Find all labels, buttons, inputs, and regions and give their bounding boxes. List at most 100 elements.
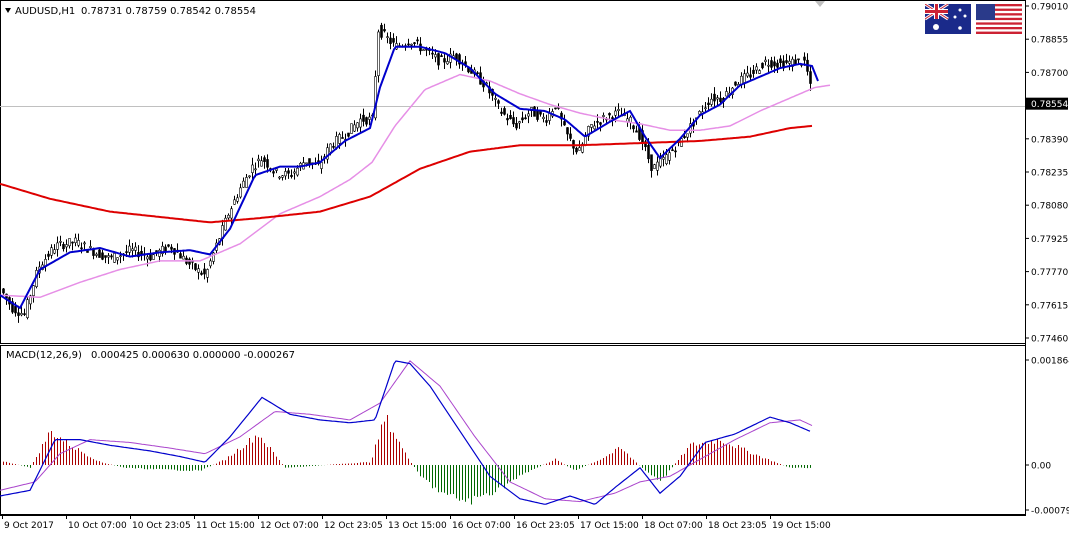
candle (224, 214, 227, 231)
candle (236, 194, 239, 204)
price-tick-label: 0.78235 (1031, 169, 1068, 179)
candle (788, 55, 791, 71)
macd-plot-frame (0, 345, 1026, 515)
candle (350, 123, 353, 134)
candle (527, 110, 530, 124)
time-tick-label: 19 Oct 15:00 (772, 521, 831, 531)
macd-histogram (3, 415, 811, 505)
candle (416, 36, 419, 45)
candle (710, 93, 713, 107)
candle (278, 175, 281, 180)
candle (200, 270, 203, 276)
candle (791, 56, 794, 72)
price-tick-label: 0.77615 (1031, 301, 1068, 311)
time-tick-label: 10 Oct 07:00 (68, 521, 127, 531)
usa-flag-icon (976, 4, 1022, 34)
macd-tick-label: 0.001864 (1031, 357, 1069, 367)
candle (752, 64, 755, 78)
candle (500, 107, 503, 117)
candle (770, 56, 773, 71)
candle (26, 296, 29, 320)
candle (650, 154, 653, 178)
candle (377, 29, 380, 83)
price-tick-label: 0.78390 (1031, 135, 1068, 145)
candle (524, 114, 527, 120)
candle (290, 169, 293, 179)
candle (194, 263, 197, 272)
time-tick-label: 16 Oct 23:05 (516, 521, 575, 531)
candle (47, 250, 50, 261)
candle (128, 239, 131, 256)
candle (59, 235, 62, 247)
candle (392, 33, 395, 47)
main-plot-frame (0, 0, 1026, 344)
candle (512, 111, 515, 128)
candle (257, 154, 260, 168)
current-price-tag (1026, 97, 1068, 110)
candle (755, 63, 758, 74)
shift-marker-icon[interactable] (815, 1, 825, 7)
candle (11, 297, 14, 314)
candle (431, 46, 434, 59)
candle (260, 156, 263, 167)
candle (521, 111, 524, 124)
price-tick-label: 0.79010 (1031, 3, 1068, 13)
time-tick-label: 18 Oct 23:05 (708, 521, 767, 531)
candle (263, 155, 266, 169)
candle (494, 93, 497, 107)
macd-line (0, 360, 811, 505)
candle (440, 53, 443, 58)
candle (575, 146, 578, 155)
candle (197, 264, 200, 280)
macd-lines (0, 360, 813, 505)
australia-flag-icon (925, 4, 971, 34)
candle (779, 55, 782, 69)
macd-label: MACD(12,26,9) (6, 350, 82, 361)
candle (542, 113, 545, 123)
candle (656, 156, 659, 176)
candle (104, 255, 107, 264)
candle (161, 241, 164, 257)
candle (617, 103, 620, 117)
candle (764, 56, 767, 66)
candle (506, 113, 509, 126)
price-tick-label: 0.77770 (1031, 268, 1068, 278)
chart-menu-arrow-icon[interactable] (5, 8, 11, 13)
candle (476, 71, 479, 75)
time-axis: 9 Oct 2017 10 Oct 07:00 10 Oct 23:05 11 Oct… (2, 515, 831, 531)
price-tick-label: 0.77460 (1031, 335, 1068, 345)
candle (716, 94, 719, 106)
candle (32, 284, 35, 303)
candle (767, 59, 770, 73)
candle (674, 146, 677, 158)
candle (380, 22, 383, 40)
candle (89, 240, 92, 249)
candle (341, 131, 344, 139)
signal-line (0, 360, 813, 503)
candle (422, 49, 425, 52)
candle (209, 258, 212, 269)
price-tick-label: 0.78080 (1031, 202, 1068, 212)
candle (545, 114, 548, 127)
candle (287, 168, 290, 179)
candle (635, 125, 638, 133)
candle (284, 167, 287, 180)
candle (407, 38, 410, 47)
candle (107, 253, 110, 265)
candle (17, 305, 20, 323)
candle (374, 70, 377, 121)
candle (632, 124, 635, 133)
ma-fast-line (0, 45, 819, 310)
candle (20, 306, 23, 317)
candle (326, 143, 329, 164)
symbol-label: AUDUSD,H1 (15, 6, 75, 17)
candle (668, 148, 671, 165)
ma-medium-line (0, 73, 831, 299)
moving-averages (0, 45, 831, 310)
time-tick-label: 9 Oct 2017 (4, 521, 54, 531)
candle (719, 91, 722, 104)
candle (671, 147, 674, 152)
